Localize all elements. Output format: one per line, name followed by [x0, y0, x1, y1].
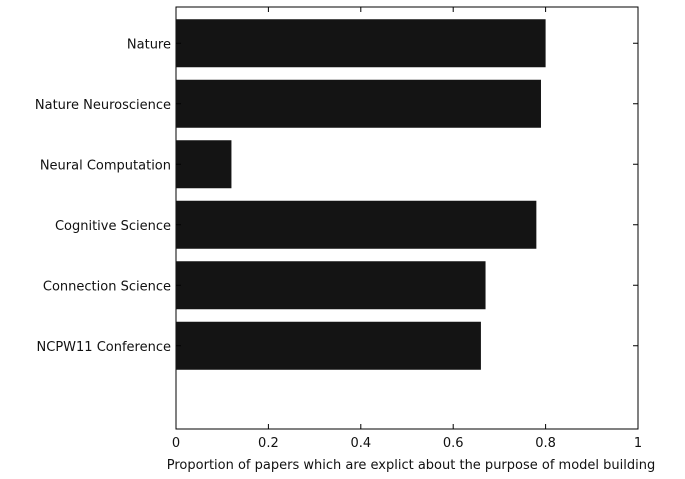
bar [176, 321, 481, 370]
bar [176, 200, 537, 249]
x-tick-label: 0.2 [258, 436, 279, 451]
bar [176, 140, 232, 189]
x-tick-label: 1 [634, 436, 642, 451]
x-tick-label: 0.6 [443, 436, 464, 451]
x-tick-label: 0 [172, 436, 180, 451]
category-label: Connection Science [43, 279, 171, 294]
category-label: NCPW11 Conference [37, 340, 171, 355]
category-label: Nature Neuroscience [35, 98, 171, 113]
x-axis-label: Proportion of papers which are explict a… [167, 458, 655, 473]
bar [176, 19, 546, 68]
category-label: Nature [127, 37, 171, 52]
category-label: Neural Computation [40, 158, 171, 173]
x-ticks-group: 0 0.2 0.4 0.6 0.8 1 [172, 7, 642, 451]
x-tick-label: 0.4 [350, 436, 371, 451]
bar [176, 79, 541, 128]
bar [176, 261, 486, 310]
category-labels-group: Nature Nature Neuroscience Neural Computat… [35, 37, 638, 355]
category-label: Cognitive Science [55, 219, 171, 234]
x-tick-label: 0.8 [535, 436, 556, 451]
bars-group [176, 19, 546, 370]
